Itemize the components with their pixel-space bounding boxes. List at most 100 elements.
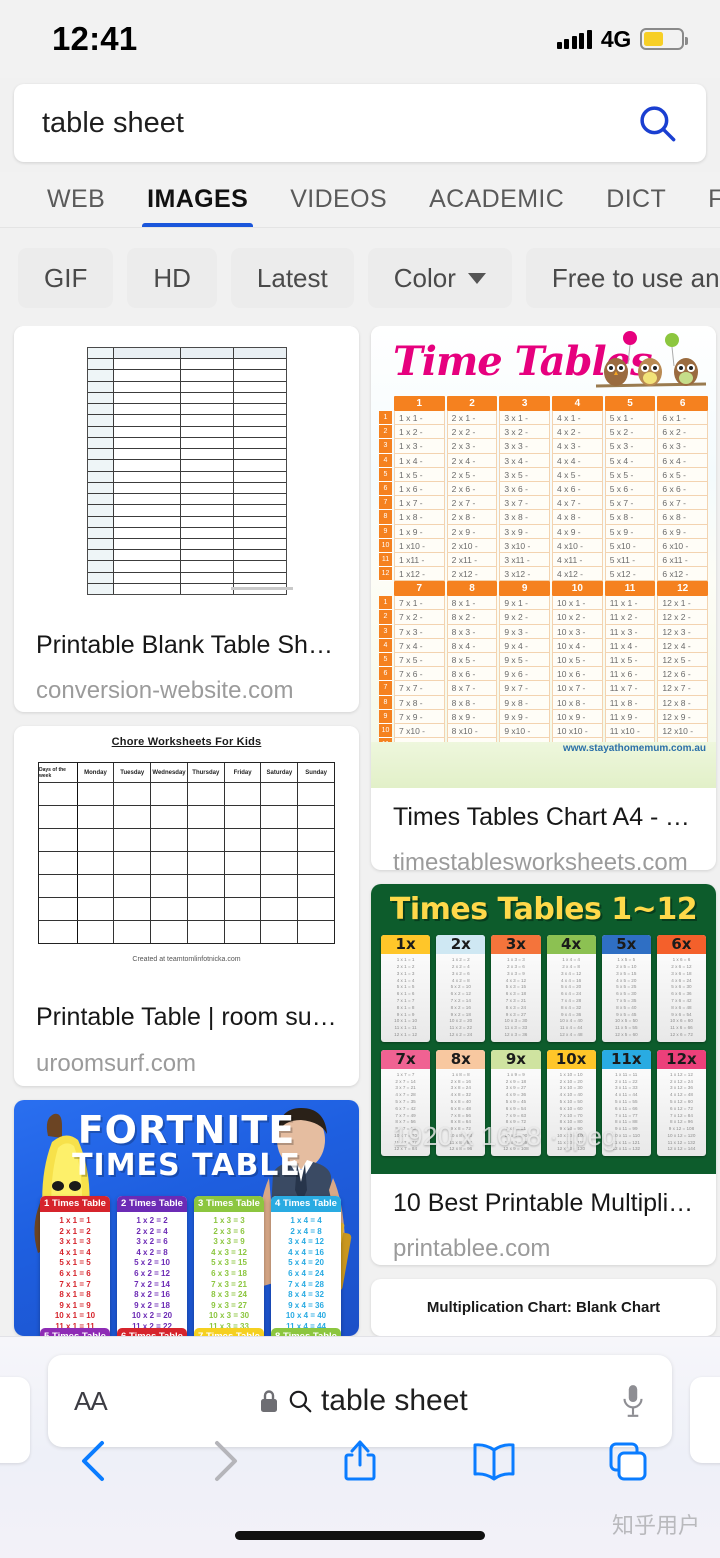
equation-line: 12 x 1 = 12 bbox=[394, 1031, 418, 1037]
times-table-cell: 1 x 6 - bbox=[394, 481, 445, 497]
thumbnail-blank-table-sheet[interactable] bbox=[14, 326, 359, 616]
equation-line: 3 x 3 = 9 bbox=[213, 1237, 245, 1247]
tabs-button[interactable] bbox=[601, 1435, 653, 1487]
thumbnail-orange-times-tables[interactable]: Time Tables 1 2 3 4 5 6 7 8 9 10 11 12 1 1 x 1 -1 x 2… bbox=[371, 326, 716, 788]
equation-line: 6 x 8 = 48 bbox=[450, 1105, 471, 1111]
microphone-icon[interactable] bbox=[620, 1383, 646, 1419]
chip-label: HD bbox=[153, 262, 191, 293]
table-cell bbox=[261, 875, 299, 898]
tab-videos[interactable]: VIDEOS bbox=[290, 185, 388, 213]
column-header: 9x bbox=[491, 1049, 541, 1069]
result-source[interactable]: printablee.com bbox=[393, 1235, 551, 1263]
times-table-cell: 5 x 6 - bbox=[604, 481, 656, 497]
table-cell bbox=[261, 806, 299, 829]
table-cell bbox=[181, 527, 234, 538]
result-card-printable-table-room-surf[interactable]: Chore Worksheets For Kids Days of the we… bbox=[14, 726, 359, 1086]
result-card-multiplication-chart-blank[interactable]: Multiplication Chart: Blank Chart bbox=[371, 1279, 716, 1336]
equation-line: 4 x 6 = 24 bbox=[671, 977, 692, 983]
equation-line: 3 x 2 = 6 bbox=[451, 970, 470, 976]
back-button[interactable] bbox=[67, 1435, 119, 1487]
equation-line: 9 x 3 = 27 bbox=[211, 1300, 247, 1310]
tab-web[interactable]: WEB bbox=[47, 185, 106, 213]
text-size-button[interactable]: AA bbox=[74, 1386, 108, 1417]
equation-line: 9 x 6 = 54 bbox=[671, 1011, 692, 1017]
result-title[interactable]: 10 Best Printable Multiplication … bbox=[393, 1189, 694, 1218]
equation-line: 9 x 12 = 108 bbox=[668, 1126, 695, 1132]
row-label: 8 bbox=[379, 695, 392, 710]
column-header: 2 bbox=[446, 396, 498, 411]
search-vertical-tabs[interactable]: WEB IMAGES VIDEOS ACADEMIC DICT FLIGHTS bbox=[0, 172, 720, 228]
thumbnail-chore-worksheet[interactable]: Chore Worksheets For Kids Days of the we… bbox=[14, 726, 359, 989]
table-cell bbox=[181, 550, 234, 561]
tab-images[interactable]: IMAGES bbox=[126, 172, 269, 227]
search-icon[interactable] bbox=[636, 102, 678, 144]
equation-line: 5 x 12 = 60 bbox=[670, 1098, 693, 1104]
times-table-cell: 4 x 8 - bbox=[552, 510, 603, 525]
equation-line: 8 x 5 = 40 bbox=[616, 1004, 637, 1010]
result-card-times-tables-chart-a4[interactable]: Time Tables 1 2 3 4 5 6 7 8 9 10 11 12 1 1 x 1 -1 x 2… bbox=[371, 326, 716, 871]
table-cell bbox=[225, 806, 262, 829]
times-table-cell: 2 x 7 - bbox=[446, 496, 498, 511]
result-source[interactable]: uroomsurf.com bbox=[36, 1049, 197, 1077]
table-cell bbox=[87, 370, 114, 381]
tab-preview-left[interactable] bbox=[0, 1377, 30, 1463]
search-input[interactable]: table sheet bbox=[42, 106, 184, 139]
browser-toolbar[interactable] bbox=[0, 1426, 720, 1496]
times-table-cell: 6 x 1 - bbox=[657, 411, 709, 426]
chip-latest[interactable]: Latest bbox=[230, 248, 354, 308]
equation-line: 6 x 2 = 12 bbox=[450, 991, 471, 997]
table-cell bbox=[151, 852, 188, 875]
table-cell bbox=[87, 583, 114, 595]
column-header: 2x bbox=[436, 935, 486, 955]
forward-button[interactable] bbox=[200, 1435, 252, 1487]
table-cell bbox=[114, 583, 181, 595]
thumbnail-fortnite-poster[interactable]: FORTNITE TIMES TABLE 1 Times Table 1 x 1 … bbox=[14, 1100, 359, 1336]
search-bar[interactable]: table sheet bbox=[14, 84, 706, 162]
fortnite-title-line1: FORTNITE bbox=[77, 1108, 296, 1152]
equation-line: 12 x 11 = 132 bbox=[612, 1146, 641, 1152]
equation-line: 1 x 12 = 12 bbox=[670, 1071, 693, 1077]
times-table-cell: 12 x10 - bbox=[657, 723, 709, 739]
chip-hd[interactable]: HD bbox=[127, 248, 217, 308]
url-center[interactable]: table sheet bbox=[107, 1384, 620, 1418]
result-title[interactable]: Printable Table | room surf.com bbox=[36, 1003, 337, 1032]
status-bar: 12:41 4G bbox=[0, 0, 720, 78]
result-title[interactable]: Printable Blank Table Sheets bbox=[36, 631, 337, 659]
chip-color[interactable]: Color bbox=[367, 248, 512, 308]
times-table-cell: 3 x 2 - bbox=[499, 425, 551, 440]
times-table-cell: 4 x 2 - bbox=[552, 425, 603, 440]
url-bar[interactable]: AA table sheet bbox=[48, 1355, 672, 1447]
tab-flights[interactable]: FLIGHTS bbox=[687, 172, 720, 227]
tab-dict[interactable]: DICT bbox=[606, 185, 667, 213]
times-table-cell: 1 x 9 - bbox=[394, 524, 445, 539]
times-table-block: 1 2 3 4 5 6 7 8 9 10 11 12 1 1 x 1 -1 x 2 -1 x 3 -1 x… bbox=[379, 396, 709, 582]
share-button[interactable] bbox=[334, 1435, 386, 1487]
table-cell bbox=[181, 572, 234, 583]
equation-line: 6 x 3 = 18 bbox=[505, 991, 527, 997]
chip-free-to-use[interactable]: Free to use an bbox=[525, 248, 720, 308]
tab-preview-right[interactable] bbox=[690, 1377, 720, 1463]
equation-line: 8 x 2 = 16 bbox=[450, 1004, 471, 1010]
column-header: 10x bbox=[546, 1049, 596, 1069]
equation-line: 8 x 9 = 72 bbox=[505, 1119, 527, 1125]
result-title[interactable]: Times Tables Chart A4 - Times … bbox=[393, 803, 694, 831]
search-box[interactable]: table sheet bbox=[14, 84, 706, 162]
bookmarks-button[interactable] bbox=[468, 1435, 520, 1487]
table-cell bbox=[78, 921, 115, 944]
equation-line: 10 x 5 = 50 bbox=[614, 1018, 638, 1024]
table-cell bbox=[234, 483, 286, 493]
table-cell bbox=[114, 921, 152, 944]
result-source[interactable]: conversion-website.com bbox=[36, 677, 294, 705]
equation-line: 5 x 8 = 40 bbox=[450, 1098, 471, 1104]
tab-academic[interactable]: ACADEMIC bbox=[429, 185, 565, 213]
filter-chips[interactable]: GIF HD Latest Color Free to use an bbox=[0, 246, 720, 310]
result-card-fortnite-times-table[interactable]: FORTNITE TIMES TABLE 1 Times Table 1 x 1 … bbox=[14, 1100, 359, 1336]
result-source[interactable]: timestablesworksheets.com bbox=[393, 849, 688, 871]
chip-gif[interactable]: GIF bbox=[18, 248, 114, 308]
result-card-printable-blank-table-sheets[interactable]: Printable Blank Table Sheets conversion-… bbox=[14, 326, 359, 713]
